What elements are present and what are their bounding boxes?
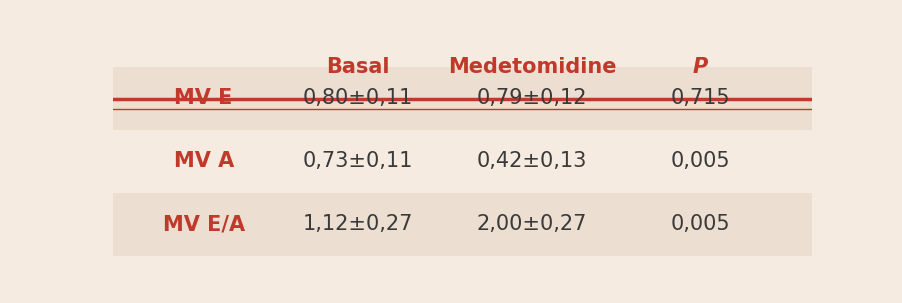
Bar [113, 193, 812, 256]
Text: P: P [693, 57, 707, 77]
Text: 0,73±0,11: 0,73±0,11 [302, 151, 412, 171]
Text: Medetomidine: Medetomidine [448, 57, 616, 77]
Text: 0,80±0,11: 0,80±0,11 [302, 88, 412, 108]
Text: Basal: Basal [326, 57, 389, 77]
Text: MV E: MV E [174, 88, 233, 108]
Text: 1,12±0,27: 1,12±0,27 [302, 214, 412, 234]
Text: 0,79±0,12: 0,79±0,12 [477, 88, 587, 108]
Text: 0,005: 0,005 [670, 214, 730, 234]
Text: 0,42±0,13: 0,42±0,13 [477, 151, 587, 171]
Text: 0,005: 0,005 [670, 151, 730, 171]
Bar [113, 67, 812, 130]
Text: MV A: MV A [173, 151, 234, 171]
Text: 0,715: 0,715 [670, 88, 730, 108]
Text: 2,00±0,27: 2,00±0,27 [477, 214, 587, 234]
Text: MV E/A: MV E/A [162, 214, 244, 234]
